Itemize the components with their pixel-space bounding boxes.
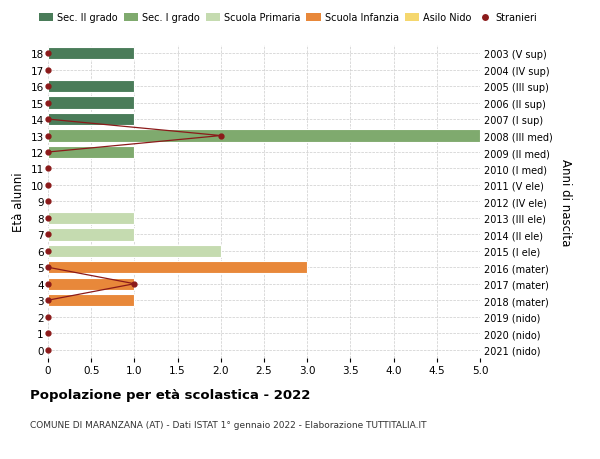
- Y-axis label: Età alunni: Età alunni: [12, 172, 25, 232]
- Bar: [48, 278, 134, 290]
- Bar: [48, 262, 307, 274]
- Bar: [48, 130, 480, 142]
- Y-axis label: Anni di nascita: Anni di nascita: [559, 158, 572, 246]
- Bar: [48, 294, 134, 307]
- Bar: [48, 245, 221, 257]
- Legend: Sec. II grado, Sec. I grado, Scuola Primaria, Scuola Infanzia, Asilo Nido, Stran: Sec. II grado, Sec. I grado, Scuola Prim…: [35, 10, 542, 27]
- Bar: [48, 97, 134, 110]
- Text: COMUNE DI MARANZANA (AT) - Dati ISTAT 1° gennaio 2022 - Elaborazione TUTTITALIA.: COMUNE DI MARANZANA (AT) - Dati ISTAT 1°…: [30, 420, 427, 429]
- Bar: [48, 229, 134, 241]
- Bar: [48, 81, 134, 93]
- Bar: [48, 48, 134, 60]
- Bar: [48, 212, 134, 224]
- Bar: [48, 146, 134, 159]
- Bar: [48, 114, 134, 126]
- Text: Popolazione per età scolastica - 2022: Popolazione per età scolastica - 2022: [30, 388, 310, 401]
